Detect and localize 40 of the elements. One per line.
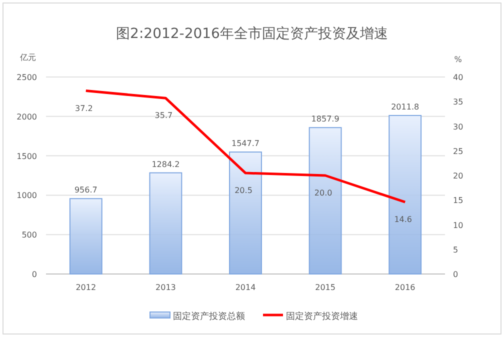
x-tick-label: 2012 (76, 283, 96, 292)
y-tick-label: 1500 (16, 152, 37, 161)
bar (229, 152, 262, 274)
data-label: 956.7 (74, 186, 98, 195)
x-tick-label: 2015 (315, 283, 336, 292)
x-tick-label: 2013 (156, 283, 176, 292)
y2-axis-title: % (454, 55, 462, 64)
chart-title: 图2:2012-2016年全市固定资产投资及增速 (116, 26, 388, 42)
y2-tick-label: 35 (453, 98, 464, 107)
data-label: 2011.8 (391, 102, 420, 112)
y-tick-label: 2500 (16, 73, 37, 82)
y2-tick-label: 20 (453, 172, 464, 180)
bar (388, 114, 422, 274)
bar (149, 172, 182, 274)
bar (69, 198, 102, 274)
data-label: 1284.2 (152, 160, 180, 169)
y-tick-label: 1000 (16, 191, 37, 200)
bar (308, 127, 342, 274)
data-label: 20.5 (234, 186, 252, 196)
data-label: 1547.7 (232, 139, 260, 148)
x-tick-label: 2014 (235, 283, 256, 292)
y2-tick-label: 15 (453, 196, 464, 206)
data-label: 14.6 (394, 215, 412, 224)
y-tick-label: 2000 (16, 112, 37, 122)
y2-tick-label: 5 (453, 245, 458, 254)
y2-tick-label: 40 (453, 73, 464, 82)
y2-tick-label: 30 (453, 122, 464, 132)
legend-label: 固定资产投资总额 (173, 311, 245, 322)
data-label: 1857.9 (311, 114, 340, 124)
y-tick-label: 500 (22, 230, 37, 240)
x-tick-label: 2016 (394, 283, 416, 292)
y2-tick-label: 10 (453, 220, 464, 230)
legend-label: 固定资产投资增速 (286, 311, 358, 322)
data-label: 20.0 (314, 188, 332, 198)
y-axis-title: 亿元 (19, 53, 36, 62)
y-tick-label: 0 (32, 270, 37, 279)
data-label: 37.2 (74, 104, 93, 113)
y2-tick-label: 25 (453, 146, 464, 156)
data-label: 35.7 (154, 111, 173, 120)
y2-tick-label: 0 (453, 270, 458, 279)
